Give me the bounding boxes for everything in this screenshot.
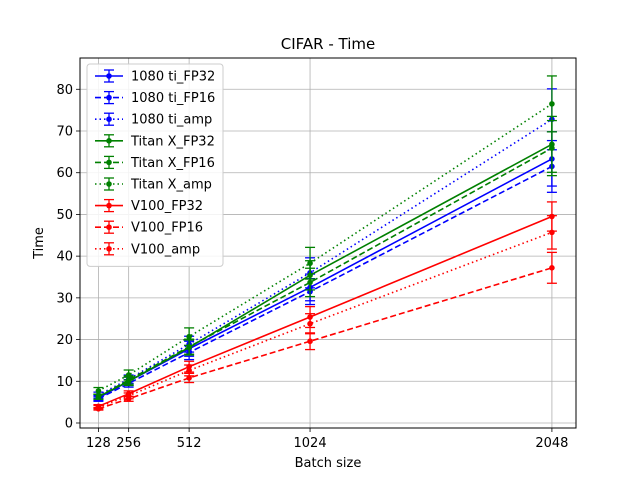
series-line bbox=[98, 103, 553, 392]
legend-item: V100_FP32 bbox=[95, 198, 203, 214]
data-point bbox=[186, 333, 192, 340]
legend-label: V100_FP32 bbox=[131, 199, 203, 214]
data-point bbox=[95, 393, 102, 400]
legend-label: 1080 ti_amp bbox=[131, 113, 212, 128]
data-point bbox=[307, 279, 313, 286]
data-point bbox=[95, 388, 102, 394]
y-tick-label: 40 bbox=[56, 250, 73, 265]
series-9 bbox=[93, 215, 557, 410]
legend-item: 1080 ti_FP16 bbox=[95, 90, 215, 106]
legend-label: Titan X_FP16 bbox=[130, 156, 215, 171]
y-tick-label: 60 bbox=[56, 166, 73, 181]
legend-marker bbox=[106, 73, 112, 79]
legend-item: V100_amp bbox=[95, 242, 200, 257]
y-tick-label: 50 bbox=[56, 208, 73, 223]
y-tick-label: 20 bbox=[56, 333, 73, 348]
legend-marker bbox=[106, 224, 112, 230]
x-tick-label: 2048 bbox=[535, 436, 568, 451]
data-point bbox=[307, 260, 313, 267]
legend-item: 1080 ti_amp bbox=[95, 112, 212, 128]
y-axis-title: Time bbox=[32, 227, 47, 260]
y-tick-label: 30 bbox=[56, 291, 73, 306]
series-5 bbox=[93, 119, 557, 400]
legend-label: V100_amp bbox=[131, 242, 200, 257]
y-tick-label: 80 bbox=[56, 83, 73, 98]
data-point bbox=[307, 338, 313, 345]
data-point bbox=[125, 372, 132, 378]
chart-title: CIFAR - Time bbox=[281, 35, 376, 53]
data-point bbox=[549, 265, 555, 271]
legend-item: Titan X_amp bbox=[95, 177, 212, 193]
y-tick-label: 70 bbox=[56, 124, 73, 139]
legend: 1080 ti_FP32 1080 ti_FP16 1080 ti_amp Titan… bbox=[86, 63, 224, 267]
data-point bbox=[549, 101, 555, 107]
legend-marker bbox=[106, 246, 112, 252]
x-tick-label: 256 bbox=[116, 436, 141, 451]
data-point bbox=[186, 367, 192, 374]
legend-marker bbox=[106, 202, 112, 209]
legend-item: Titan X_FP32 bbox=[95, 134, 215, 149]
x-tick-label: 128 bbox=[86, 436, 111, 451]
legend-label: 1080 ti_FP32 bbox=[131, 70, 215, 85]
legend-marker bbox=[106, 94, 112, 101]
x-axis-title: Batch size bbox=[295, 456, 362, 471]
legend-item: 1080 ti_FP32 bbox=[95, 69, 215, 85]
legend-box bbox=[86, 63, 224, 267]
legend-marker bbox=[106, 159, 112, 166]
legend-marker bbox=[106, 181, 112, 187]
legend-marker bbox=[106, 116, 112, 122]
series-8 bbox=[93, 251, 557, 412]
series-6 bbox=[93, 75, 557, 395]
data-point bbox=[549, 229, 555, 236]
legend-label: Titan X_amp bbox=[130, 178, 212, 193]
legend-label: Titan X_FP32 bbox=[130, 134, 215, 149]
x-tick-label: 512 bbox=[177, 436, 202, 451]
legend-item: Titan X_FP16 bbox=[95, 155, 215, 171]
data-point bbox=[307, 320, 313, 327]
data-point bbox=[186, 375, 192, 381]
legend-marker bbox=[106, 138, 112, 144]
data-point bbox=[95, 404, 102, 410]
plot-frame bbox=[79, 57, 577, 429]
series-layer bbox=[93, 75, 557, 412]
x-tick-label: 1024 bbox=[294, 436, 327, 451]
y-tick-label: 10 bbox=[56, 375, 73, 390]
legend-label: 1080 ti_FP16 bbox=[131, 91, 215, 106]
legend-label: V100_FP16 bbox=[131, 221, 203, 236]
y-tick-label: 0 bbox=[65, 416, 73, 431]
legend-item: V100_FP16 bbox=[95, 220, 203, 236]
data-point bbox=[549, 145, 555, 151]
axes: 128 256 512 1024 2048 0 10 20 30 40 50 60 70 80 bbox=[56, 83, 568, 451]
data-point bbox=[125, 393, 132, 399]
